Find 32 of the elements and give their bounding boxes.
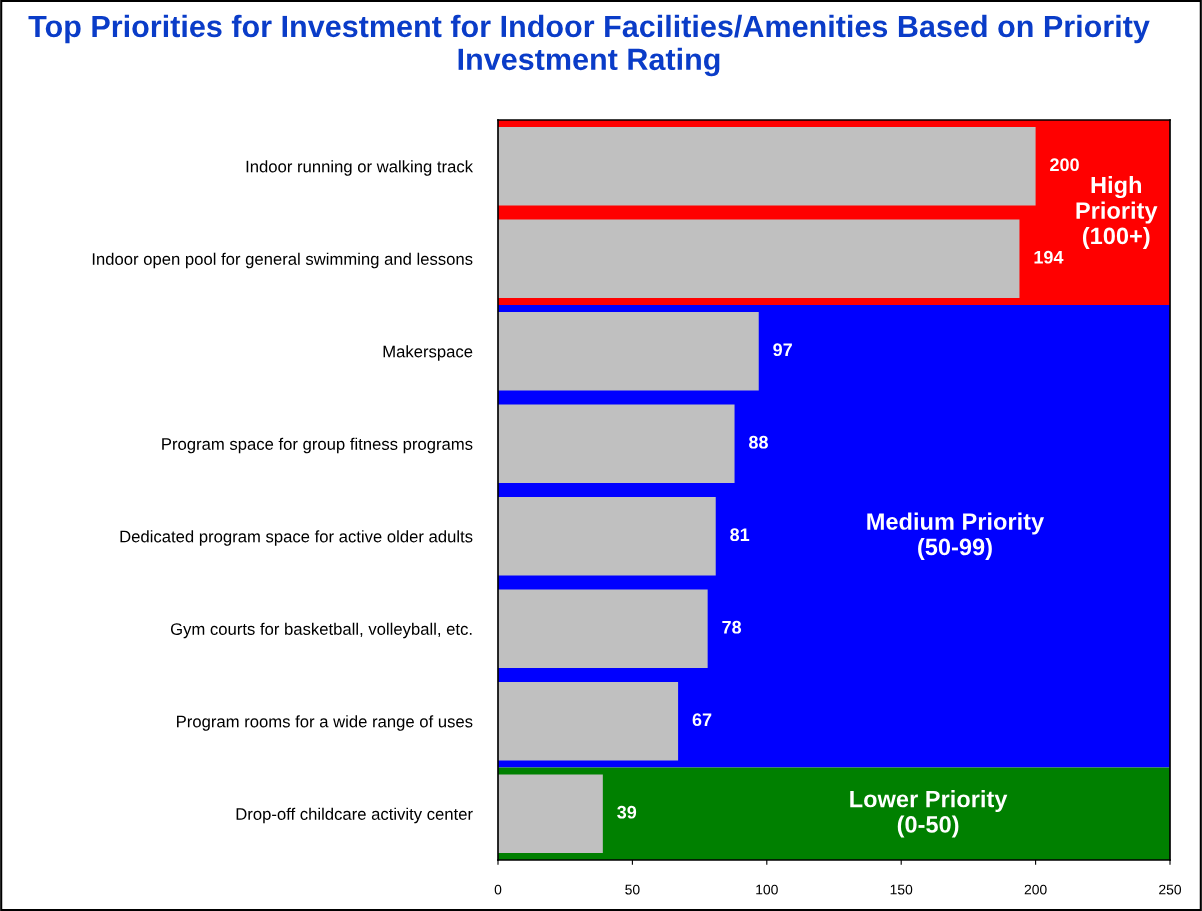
bar — [498, 774, 603, 854]
chart-title: Top Priorities for Investment for Indoor Facilities/Amenities Based on Priority Investment Rating — [28, 14, 1150, 77]
bar — [498, 311, 759, 391]
data-label: 97 — [773, 343, 792, 357]
x-tick-label: 100 — [756, 884, 778, 895]
x-tick-label: 200 — [1024, 884, 1047, 895]
data-label: 194 — [1034, 250, 1064, 264]
x-tick-label: 150 — [890, 884, 913, 895]
y-tick-label: Indoor running or walking track — [246, 160, 474, 176]
band-label: Lower Priority (0-50) — [850, 790, 1008, 838]
x-tick-label: 250 — [1159, 884, 1182, 895]
data-label: 39 — [617, 805, 637, 819]
data-label: 78 — [722, 620, 742, 634]
data-label: 81 — [730, 528, 750, 542]
y-tick-label: Program rooms for a wide range of uses — [177, 715, 473, 731]
y-tick-label: Gym courts for basketball, volleyball, etc. — [170, 622, 472, 639]
bar — [498, 496, 716, 576]
y-tick-label: Dedicated program space for active older adults — [120, 530, 473, 546]
band-label: High Priority (100+) — [1076, 176, 1158, 249]
x-tick-label: 0 — [494, 884, 502, 895]
y-tick-label: Makerspace — [383, 345, 473, 361]
band-label: Medium Priority (50-99) — [867, 512, 1045, 560]
x-tick-label: 50 — [625, 884, 640, 895]
bar — [498, 681, 679, 761]
bar — [498, 404, 735, 484]
y-tick-label: Indoor open pool for general swimming and lessons — [92, 252, 473, 269]
y-tick-label: Drop-off childcare activity center — [236, 807, 473, 824]
bar — [498, 589, 708, 669]
data-label: 88 — [749, 435, 768, 449]
data-label: 200 — [1050, 158, 1079, 172]
data-label: 67 — [692, 713, 712, 727]
y-tick-label: Program space for group fitness programs — [162, 437, 473, 454]
